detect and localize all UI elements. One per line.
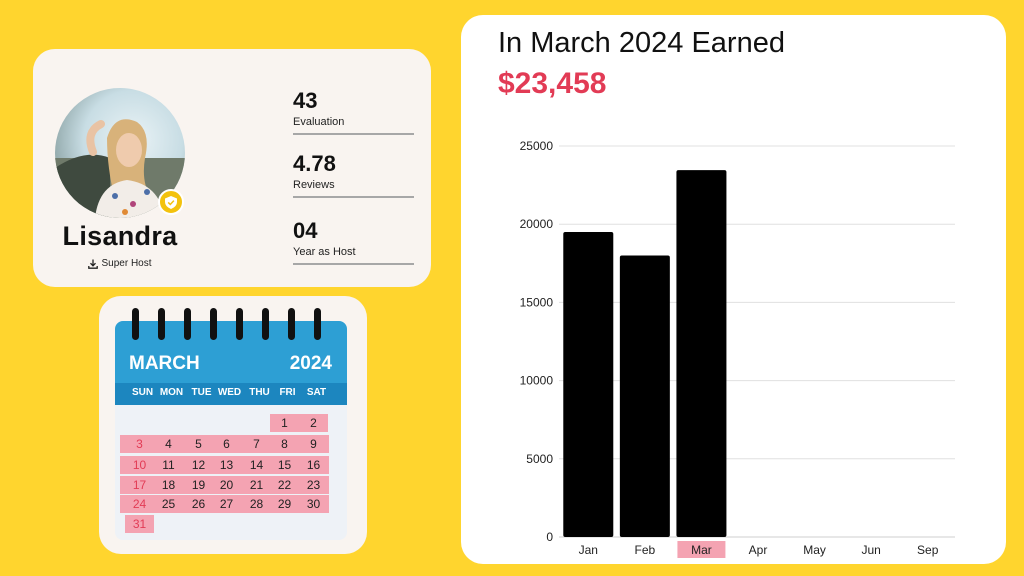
calendar-day[interactable]: 29 xyxy=(277,497,292,511)
calendar-day[interactable]: 23 xyxy=(306,478,321,492)
weekday-label: THU xyxy=(249,387,270,398)
calendar-day[interactable]: 6 xyxy=(223,437,230,451)
calendar-day[interactable]: 26 xyxy=(191,497,206,511)
earnings-bar-chart: 0 5000 10000 15000 20000 25000 Jan Feb Mar Apr May… xyxy=(520,139,955,558)
calendar-weekdays: SUN MON TUE WED THU FRI SAT xyxy=(115,383,347,405)
bar[interactable] xyxy=(676,170,727,537)
binding-ring xyxy=(262,308,269,340)
calendar-day[interactable]: 24 xyxy=(132,497,147,511)
calendar-day[interactable]: 21 xyxy=(249,478,264,492)
calendar-day[interactable]: 27 xyxy=(219,497,234,511)
stat-label: Evaluation xyxy=(293,116,345,128)
earnings-card: In March 2024 Earned $23,458 0 5000 10000 1… xyxy=(461,15,1006,564)
binding-ring xyxy=(184,308,191,340)
calendar-day[interactable]: 17 xyxy=(132,478,147,492)
download-icon xyxy=(88,259,99,269)
calendar-day[interactable]: 12 xyxy=(191,458,206,472)
calendar-day[interactable]: 28 xyxy=(249,497,264,511)
week-highlight xyxy=(120,476,329,494)
calendar-day[interactable]: 4 xyxy=(165,437,172,451)
divider xyxy=(293,196,414,198)
stat-value: 4.78 xyxy=(293,151,336,176)
calendar-day[interactable]: 8 xyxy=(281,437,288,451)
binding-ring xyxy=(314,308,321,340)
weekday-label: WED xyxy=(217,387,242,398)
calendar-year: 2024 xyxy=(289,353,332,374)
avatar[interactable] xyxy=(55,88,185,218)
week-highlight xyxy=(120,495,329,513)
weekday-label: TUE xyxy=(191,387,212,398)
host-role-label: Super Host xyxy=(101,258,152,269)
calendar-day[interactable]: 1 xyxy=(270,414,299,432)
x-tick-label: Feb xyxy=(635,543,656,557)
x-tick-label: Mar xyxy=(691,543,712,557)
binding-ring xyxy=(236,308,243,340)
calendar-day[interactable]: 7 xyxy=(253,437,260,451)
calendar-day[interactable]: 30 xyxy=(306,497,321,511)
weekday-label: MON xyxy=(159,387,184,398)
x-tick-label: Jan xyxy=(579,543,598,557)
calendar-day[interactable]: 22 xyxy=(277,478,292,492)
binding-ring xyxy=(132,308,139,340)
calendar-day[interactable]: 11 xyxy=(162,458,175,472)
x-tick-label: Jun xyxy=(861,543,880,557)
binding-ring xyxy=(288,308,295,340)
calendar-day[interactable]: 15 xyxy=(277,458,292,472)
binding-ring xyxy=(158,308,165,340)
week-highlight xyxy=(120,456,329,474)
x-tick-highlight xyxy=(677,541,726,558)
weekday-label: SAT xyxy=(306,387,327,398)
host-profile-card: Lisandra Super Host 43 Evaluation 4.78 R… xyxy=(33,49,431,287)
calendar-day[interactable]: 3 xyxy=(136,437,143,451)
bar[interactable] xyxy=(619,255,670,538)
stat-label: Reviews xyxy=(293,179,335,191)
stat-value: 43 xyxy=(293,88,318,113)
stat-evaluation: 43 Evaluation xyxy=(293,89,414,135)
y-tick-label: 20000 xyxy=(520,217,554,231)
calendar-day[interactable]: 18 xyxy=(161,478,176,492)
stat-label: Year as Host xyxy=(293,246,356,258)
binding-ring xyxy=(210,308,217,340)
x-tick-label: Sep xyxy=(917,543,939,557)
calendar-month: MARCH xyxy=(129,353,200,374)
x-tick-label: May xyxy=(803,543,826,557)
y-tick-label: 25000 xyxy=(520,139,554,153)
y-tick-label: 15000 xyxy=(520,295,554,309)
calendar-header: MARCH 2024 xyxy=(115,321,347,383)
weekday-label: SUN xyxy=(131,387,154,398)
week-highlight xyxy=(120,435,329,453)
divider xyxy=(293,263,414,265)
calendar-day[interactable]: 13 xyxy=(219,458,234,472)
host-role: Super Host xyxy=(33,258,207,269)
calendar-day[interactable]: 5 xyxy=(195,437,202,451)
earnings-title: In March 2024 Earned xyxy=(498,27,785,59)
calendar-day[interactable]: 14 xyxy=(249,458,264,472)
calendar-day[interactable]: 25 xyxy=(161,497,176,511)
calendar-day[interactable]: 9 xyxy=(310,437,317,451)
super-host-shield-icon xyxy=(158,189,184,215)
earnings-amount: $23,458 xyxy=(498,67,607,100)
calendar-day[interactable]: 10 xyxy=(132,458,147,472)
divider xyxy=(293,133,414,135)
avatar-photo xyxy=(55,119,185,218)
calendar-day[interactable]: 20 xyxy=(219,478,234,492)
bar[interactable] xyxy=(563,232,614,537)
stat-value: 04 xyxy=(293,218,318,243)
y-tick-label: 5000 xyxy=(526,452,553,466)
calendar-day[interactable]: 2 xyxy=(299,414,328,432)
y-tick-label: 0 xyxy=(546,530,553,544)
y-tick-label: 10000 xyxy=(520,374,554,388)
weekday-label: FRI xyxy=(279,387,296,398)
host-name: Lisandra xyxy=(62,221,178,251)
calendar-day[interactable]: 31 xyxy=(125,515,154,533)
stat-reviews: 4.78 Reviews xyxy=(293,152,414,198)
calendar-day[interactable]: 19 xyxy=(191,478,206,492)
calendar-day[interactable]: 16 xyxy=(306,458,321,472)
x-tick-label: Apr xyxy=(749,543,768,557)
stat-years-as-host: 04 Year as Host xyxy=(293,219,414,265)
